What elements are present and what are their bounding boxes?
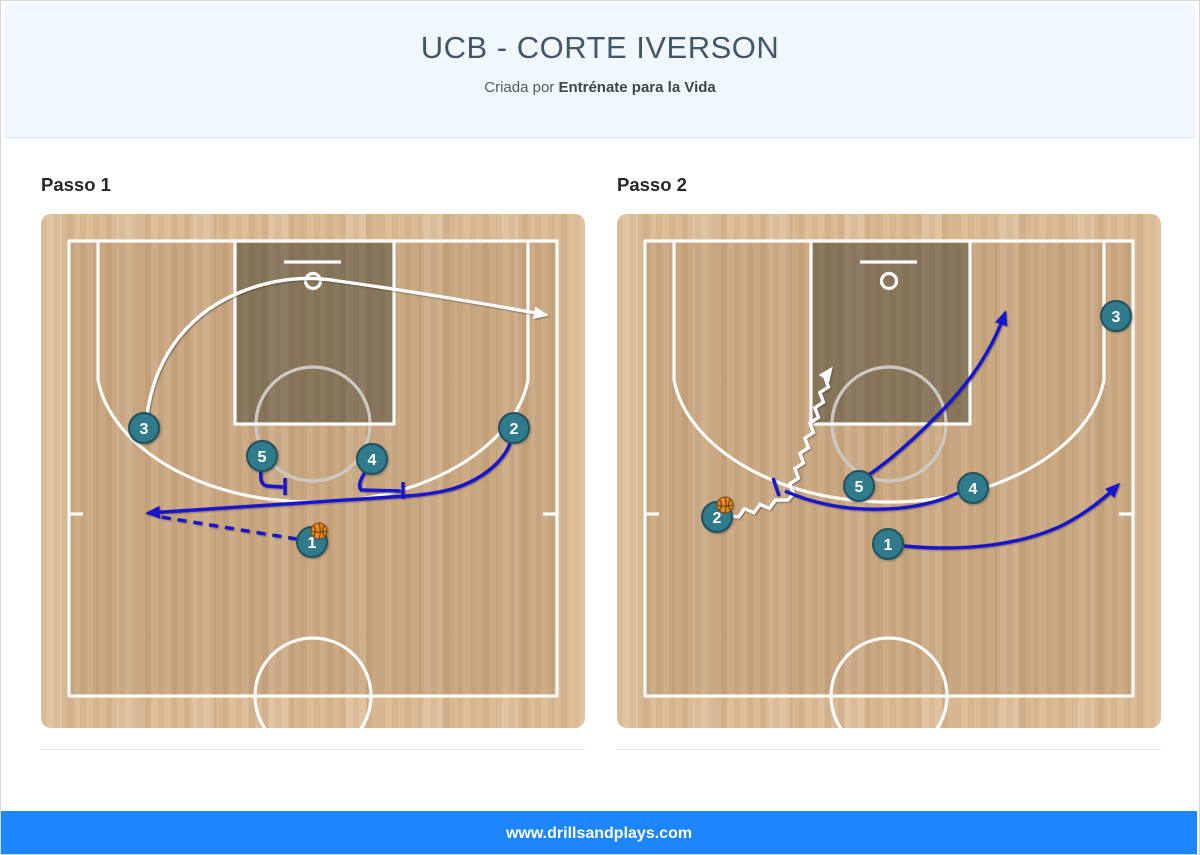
panel-passo-1: Passo 1 3 xyxy=(41,173,585,750)
pass-arrow-player1 xyxy=(160,515,298,541)
player-marker-2: 2 xyxy=(498,412,530,444)
footer-link[interactable]: www.drillsandplays.com xyxy=(505,825,693,842)
screen-player4 xyxy=(784,489,959,511)
player-markers: 3 5 4 2 1 xyxy=(128,412,530,558)
panel-passo-2: Passo 2 3 5 xyxy=(617,173,1161,750)
cut-arrow-player3 xyxy=(145,276,549,416)
screen-player5 xyxy=(258,470,284,489)
svg-text:1: 1 xyxy=(308,535,317,552)
court-lines xyxy=(643,239,1135,728)
svg-text:4: 4 xyxy=(368,452,377,469)
basketball-icon xyxy=(716,496,734,514)
play-actions xyxy=(729,310,1121,550)
svg-text:3: 3 xyxy=(140,421,149,438)
player-marker-3: 3 xyxy=(128,412,160,444)
author-name: Entrénate para la Vida xyxy=(558,79,716,96)
footer-bar: www.drillsandplays.com xyxy=(1,811,1197,854)
screen-player4 xyxy=(357,471,402,493)
svg-text:3: 3 xyxy=(1112,309,1121,326)
player-marker-3: 3 xyxy=(1100,300,1132,332)
subtitle-prefix: Criada por xyxy=(484,79,559,96)
player-marker-1: 1 xyxy=(872,528,904,560)
court-diagram-passo-2: 3 5 4 1 2 xyxy=(617,214,1161,728)
screen-bar-player4 xyxy=(771,477,781,497)
dribble-zigzag-player2 xyxy=(729,366,833,519)
svg-text:5: 5 xyxy=(258,449,267,466)
court-svg: 3 5 4 1 2 xyxy=(643,239,1135,728)
svg-text:5: 5 xyxy=(855,479,864,496)
court-lines xyxy=(67,239,559,728)
panel-heading: Passo 1 xyxy=(41,174,111,195)
court-diagram-passo-1: 3 5 4 2 1 xyxy=(41,214,585,728)
player-marker-4: 4 xyxy=(356,443,388,475)
svg-text:1: 1 xyxy=(884,537,893,554)
divider xyxy=(617,749,1161,750)
player-markers: 3 5 4 1 2 xyxy=(701,300,1132,560)
player-marker-5: 5 xyxy=(246,440,278,472)
cut-arrow-player2 xyxy=(145,442,512,519)
svg-text:2: 2 xyxy=(510,421,519,438)
cut-arrow-player1 xyxy=(903,482,1121,550)
court-svg: 3 5 4 2 1 xyxy=(67,239,559,728)
basketball-icon xyxy=(310,522,328,540)
svg-text:4: 4 xyxy=(969,481,978,498)
subtitle: Criada por Entrénate para la Vida xyxy=(4,79,1196,96)
cut-arrow-player5 xyxy=(866,310,1008,478)
player-marker-4: 4 xyxy=(957,472,989,504)
player-marker-5: 5 xyxy=(843,470,875,502)
header: UCB - CORTE IVERSON Criada por Entrénate… xyxy=(4,3,1196,138)
divider xyxy=(41,749,585,750)
svg-text:2: 2 xyxy=(713,510,722,527)
panel-heading: Passo 2 xyxy=(617,174,687,195)
play-actions xyxy=(145,276,549,541)
page-title: UCB - CORTE IVERSON xyxy=(420,30,780,65)
